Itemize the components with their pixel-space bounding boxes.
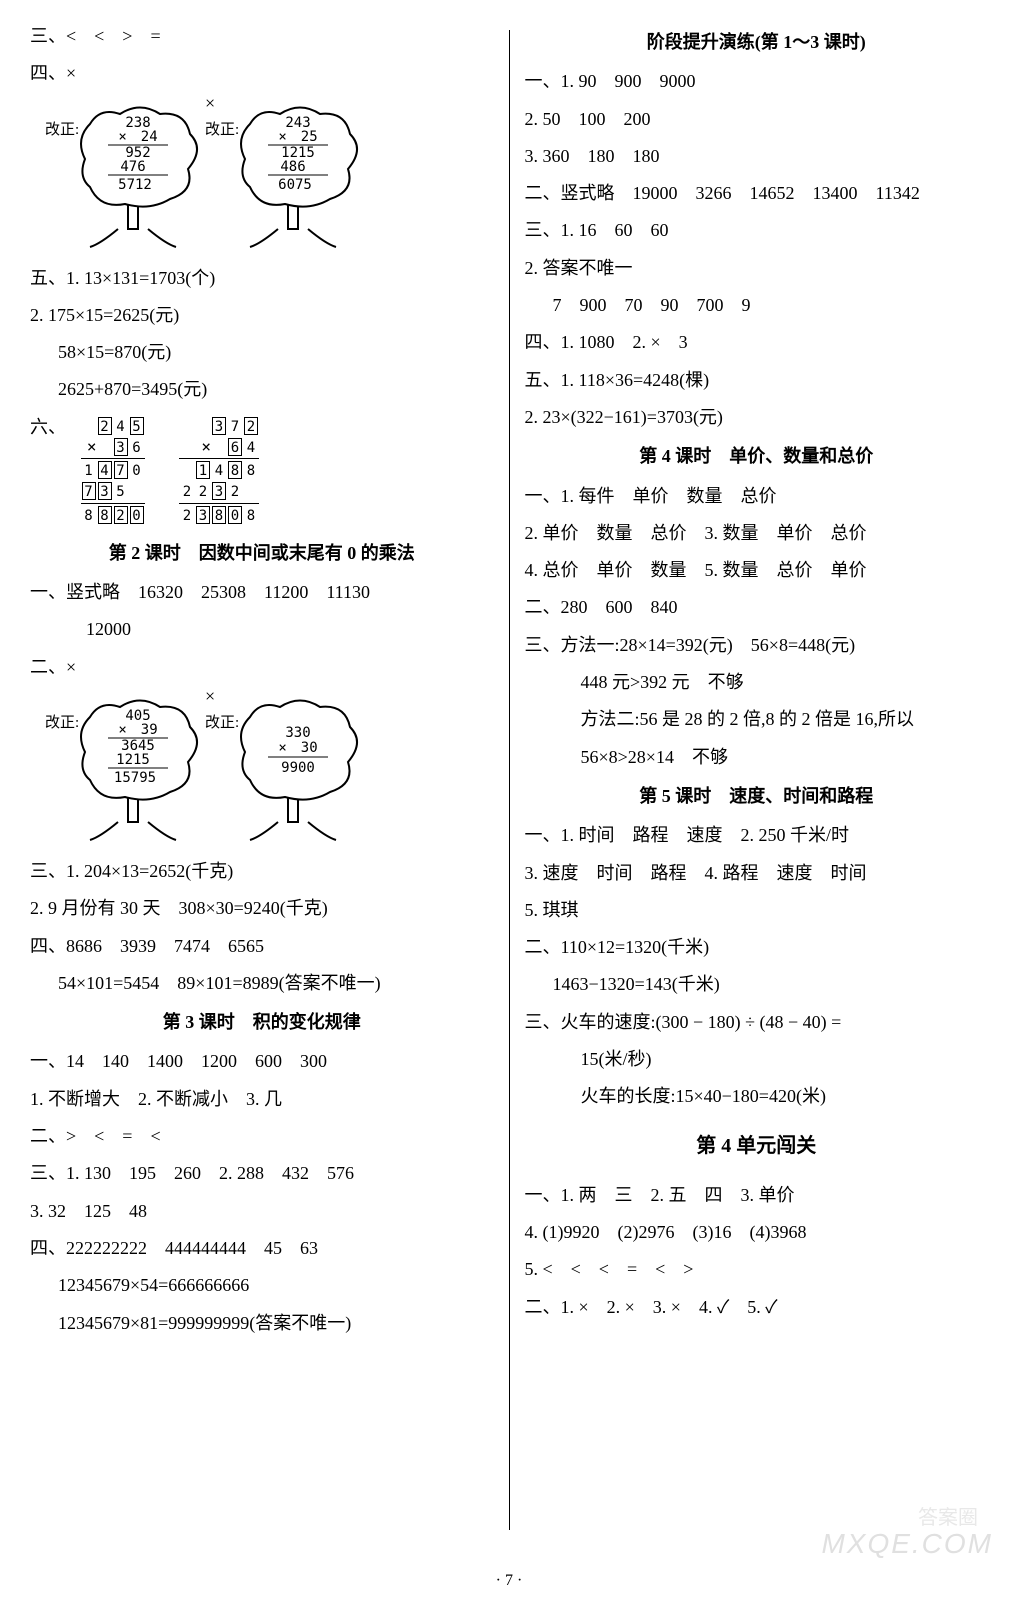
text-line: 1463−1320=143(千米) (525, 968, 989, 1001)
section-heading: 第 3 课时 积的变化规律 (30, 1006, 494, 1039)
text-line: 三、< < > = (30, 20, 494, 53)
svg-text:476: 476 (120, 159, 145, 175)
svg-text:× 39: × 39 (118, 722, 157, 738)
text-line: 三、1. 204×13=2652(千克) (30, 855, 494, 888)
text-line: 2. 9 月份有 30 天 308×30=9240(千克) (30, 892, 494, 925)
text-line: 一、竖式略 16320 25308 11200 11130 (30, 576, 494, 609)
text-line: 1. 不断增大 2. 不断减小 3. 几 (30, 1083, 494, 1116)
text-line: 二、> < = < (30, 1120, 494, 1153)
text-line: 方法二:56 是 28 的 2 倍,8 的 2 倍是 16,所以 (525, 703, 989, 736)
text-line: 二、竖式略 19000 3266 14652 13400 11342 (525, 177, 989, 210)
svg-text:9900: 9900 (281, 760, 315, 776)
correction-label: 改正: (45, 117, 79, 145)
tree-correction-row: 改正: 405 × 39 3645 1215 15795 × 改正: (30, 692, 494, 847)
text-line: 三、方法一:28×14=392(元) 56×8=448(元) (525, 629, 989, 662)
correction-label: 改正: (205, 710, 239, 738)
unit-heading: 第 4 单元闯关 (525, 1128, 989, 1165)
text-line: 五、1. 118×36=4248(棵) (525, 364, 989, 397)
label: 六、 (30, 417, 66, 437)
text-line: 一、14 140 1400 1200 600 300 (30, 1045, 494, 1078)
text-line: 2. 175×15=2625(元) (30, 299, 494, 332)
tree-icon: 330 × 30 9900 (230, 692, 365, 847)
text-line: 二、× (30, 651, 494, 684)
text-line: 54×101=5454 89×101=8989(答案不唯一) (30, 967, 494, 1000)
svg-text:5712: 5712 (118, 177, 152, 193)
text-line: 三、1. 130 195 260 2. 288 432 576 (30, 1157, 494, 1190)
tree-icon: 243 × 25 1215 486 6075 (230, 99, 365, 254)
tree-icon: 405 × 39 3645 1215 15795 (70, 692, 205, 847)
text-line: 3. 32 125 48 (30, 1195, 494, 1228)
text-line: 五、1. 13×131=1703(个) (30, 262, 494, 295)
text-line: 2625+870=3495(元) (30, 373, 494, 406)
section-heading: 阶段提升演练(第 1～3 课时) (525, 26, 989, 59)
section-heading: 第 4 课时 单价、数量和总价 (525, 440, 989, 473)
text-line: 5. 琪琪 (525, 894, 989, 927)
text-line: 二、280 600 840 (525, 591, 989, 624)
text-line: 火车的长度:15×40−180=420(米) (525, 1080, 989, 1113)
text-line: 2. 50 100 200 (525, 103, 989, 136)
text-line: 二、1. × 2. × 3. × 4. ✓ 5. ✓ (525, 1291, 989, 1324)
text-line: 3. 速度 时间 路程 4. 路程 速度 时间 (525, 857, 989, 890)
text-line: 56×8>28×14 不够 (525, 741, 989, 774)
svg-text:× 24: × 24 (118, 129, 157, 145)
text-line: 4. 总价 单价 数量 5. 数量 总价 单价 (525, 554, 989, 587)
svg-text:1215: 1215 (116, 752, 150, 768)
boxed-calculation: 245 × 36 1470 735 8820 (81, 416, 145, 526)
text-line: 2. 单价 数量 总价 3. 数量 单价 总价 (525, 517, 989, 550)
text-line: 12345679×54=666666666 (30, 1269, 494, 1302)
tree-icon: 238 × 24 952 476 5712 (70, 99, 205, 254)
watermark-text: MXQE.COM (821, 1528, 993, 1560)
text-line: 15(米/秒) (525, 1043, 989, 1076)
x-mark: × (205, 680, 215, 713)
text-line: 四、222222222 444444444 45 63 (30, 1232, 494, 1265)
text-line: 一、1. 时间 路程 速度 2. 250 千米/时 (525, 819, 989, 852)
svg-text:330: 330 (285, 725, 310, 741)
text-line: 一、1. 两 三 2. 五 四 3. 单价 (525, 1179, 989, 1212)
text-line: 58×15=870(元) (30, 336, 494, 369)
text-line: 二、110×12=1320(千米) (525, 931, 989, 964)
svg-text:15795: 15795 (114, 770, 156, 786)
x-mark: × (205, 87, 215, 120)
text-line: 5. < < < = < > (525, 1253, 989, 1286)
text-line: 3. 360 180 180 (525, 140, 989, 173)
text-line: 2. 23×(322−161)=3703(元) (525, 401, 989, 434)
svg-text:486: 486 (280, 159, 305, 175)
text-line: 四、1. 1080 2. × 3 (525, 326, 989, 359)
text-line: 12000 (30, 613, 494, 646)
text-line: 三、火车的速度:(300 − 180) ÷ (48 − 40) = (525, 1006, 989, 1039)
text-line: 4. (1)9920 (2)2976 (3)16 (4)3968 (525, 1216, 989, 1249)
text-line: 7 900 70 90 700 9 (525, 289, 989, 322)
text-line: 三、1. 16 60 60 (525, 214, 989, 247)
section-heading: 第 5 课时 速度、时间和路程 (525, 780, 989, 813)
text-line: 448 元>392 元 不够 (525, 666, 989, 699)
correction-label: 改正: (205, 117, 239, 145)
correction-label: 改正: (45, 710, 79, 738)
tree-correction-row: 改正: 238 × 24 952 476 5712 × 改正: (30, 99, 494, 254)
text-line: 六、 245 × 36 1470 735 8820 372 × 64 1488 … (30, 411, 494, 531)
text-line: 12345679×81=999999999(答案不唯一) (30, 1307, 494, 1340)
text-line: 一、1. 每件 单价 数量 总价 (525, 480, 989, 513)
text-line: 一、1. 90 900 9000 (525, 65, 989, 98)
boxed-calculation: 372 × 64 1488 2232 23808 (179, 416, 259, 526)
text-line: 2. 答案不唯一 (525, 252, 989, 285)
page-number: · 7 · (496, 1572, 523, 1590)
svg-text:× 25: × 25 (278, 129, 317, 145)
section-heading: 第 2 课时 因数中间或末尾有 0 的乘法 (30, 537, 494, 570)
watermark-text: 答案圈 (918, 1501, 978, 1530)
text-line: 四、× (30, 57, 494, 90)
svg-text:× 30: × 30 (278, 740, 317, 756)
svg-text:6075: 6075 (278, 177, 312, 193)
text-line: 四、8686 3939 7474 6565 (30, 930, 494, 963)
